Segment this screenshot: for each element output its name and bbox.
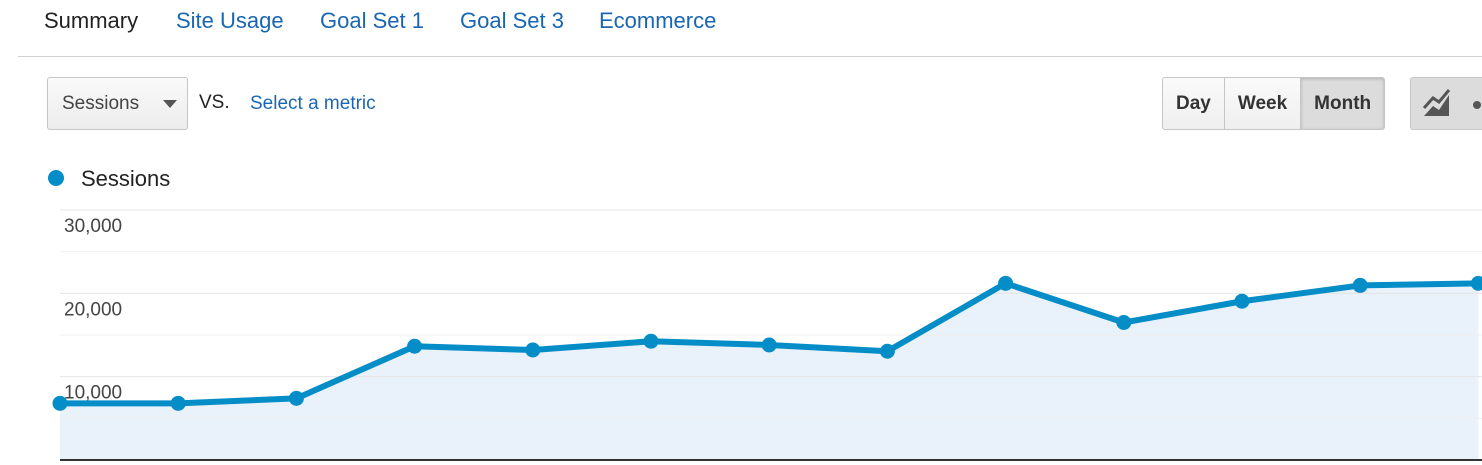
dropdown-label: Sessions <box>62 93 140 114</box>
tab[interactable]: Ecommerce <box>599 8 717 33</box>
tab[interactable]: Site Usage <box>176 8 284 33</box>
period-button[interactable]: Month <box>1300 77 1386 130</box>
point <box>1234 293 1250 309</box>
area <box>60 283 1479 460</box>
period-button[interactable]: Week <box>1223 77 1302 130</box>
legend-marker <box>48 170 64 186</box>
vs-label: VS. <box>199 92 230 113</box>
y-tick-label: 10,000 <box>64 383 122 404</box>
point <box>1470 275 1482 291</box>
tab[interactable]: Goal Set 3 <box>460 8 564 33</box>
separator <box>18 56 1482 57</box>
select-metric-link[interactable]: Select a metric <box>250 93 376 114</box>
tab[interactable]: Goal Set 1 <box>320 8 424 33</box>
point <box>52 395 68 411</box>
period-buttons: Day Week Month <box>1162 77 1386 130</box>
point <box>643 333 659 349</box>
caret <box>163 100 177 108</box>
point <box>1352 277 1368 293</box>
line-chart-icon <box>1422 89 1481 116</box>
y-tick-label: 30,000 <box>64 216 122 237</box>
point <box>407 338 423 354</box>
point <box>998 275 1014 291</box>
point <box>761 337 777 353</box>
metric-dropdown[interactable]: Sessions <box>47 77 188 130</box>
legend-label: Sessions <box>81 166 170 191</box>
tab[interactable]: Summary <box>44 8 139 33</box>
chart: Sessions 10,000 20,000 30,000 <box>48 166 1482 461</box>
point <box>288 390 304 406</box>
period-button[interactable]: Day <box>1162 77 1225 130</box>
y-tick-label: 20,000 <box>64 299 122 320</box>
chart-type-button[interactable] <box>1410 77 1482 130</box>
point <box>1116 315 1132 330</box>
point <box>879 343 895 359</box>
point <box>525 342 541 358</box>
point <box>170 395 186 411</box>
